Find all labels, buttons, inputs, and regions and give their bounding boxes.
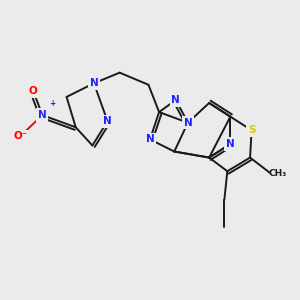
Text: CH₃: CH₃ — [268, 169, 286, 178]
Text: O: O — [29, 86, 38, 96]
Text: S: S — [248, 125, 255, 135]
Text: N: N — [38, 110, 47, 120]
Text: N: N — [226, 139, 235, 149]
Text: N: N — [184, 118, 192, 128]
Text: +: + — [49, 99, 55, 108]
Text: N: N — [146, 134, 154, 144]
Text: N: N — [89, 78, 98, 88]
Text: O⁻: O⁻ — [13, 131, 27, 141]
Text: N: N — [171, 95, 180, 105]
Text: N: N — [103, 116, 112, 126]
